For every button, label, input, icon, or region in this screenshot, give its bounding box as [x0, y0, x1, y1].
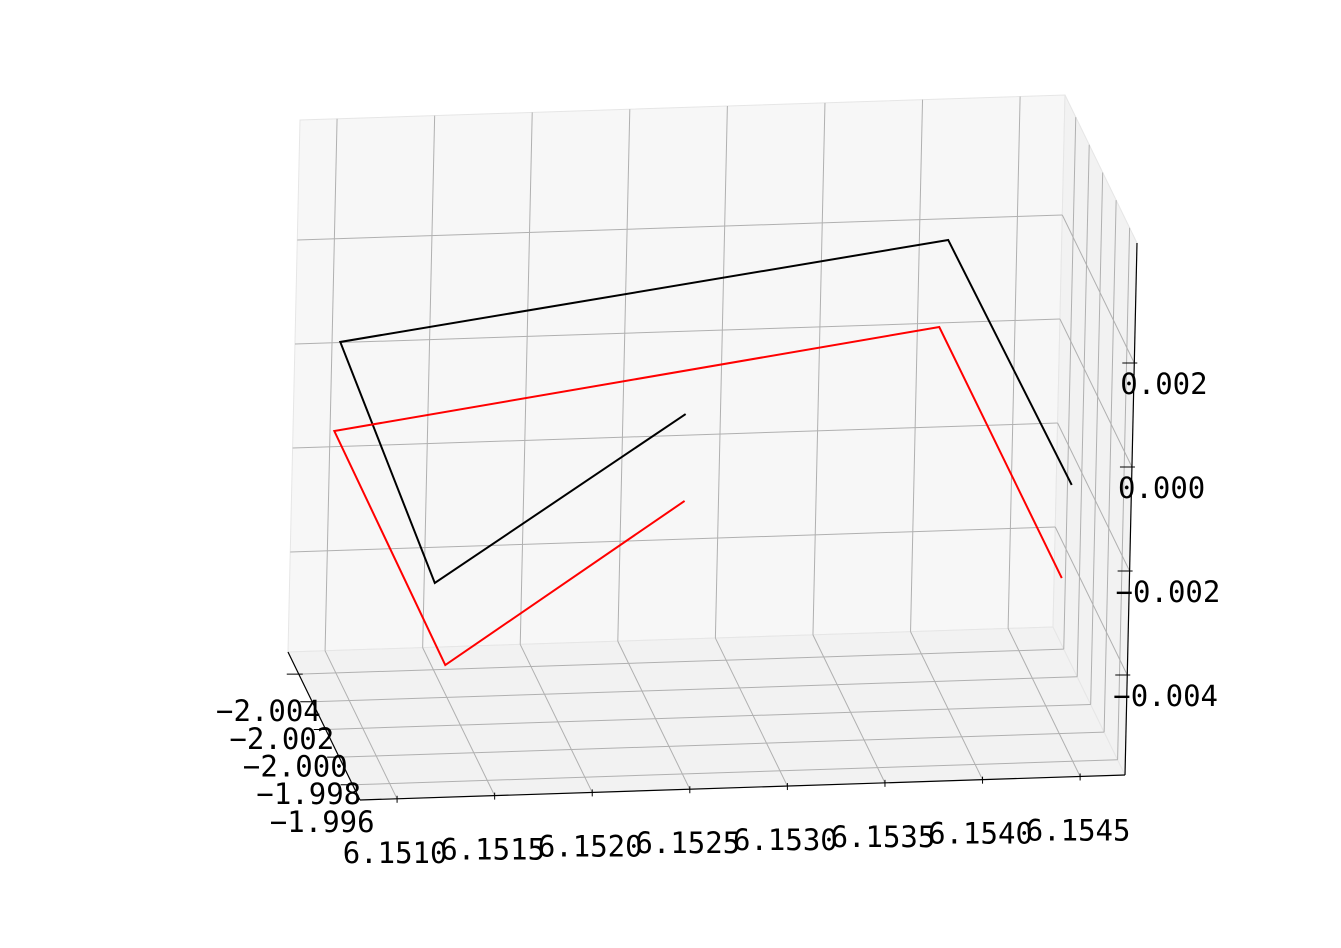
grid-line	[297, 214, 1063, 241]
grid-line	[422, 647, 496, 796]
y-tick-label: −1.996	[270, 805, 375, 839]
grid-line	[617, 641, 691, 790]
z-tick-label: 0.002	[1120, 367, 1207, 401]
grid-line	[1007, 96, 1021, 629]
z-tick-label: −0.002	[1116, 575, 1221, 609]
back-pane	[287, 94, 1066, 653]
z-tick-label: −0.004	[1113, 679, 1218, 713]
grid-line	[812, 102, 826, 635]
grid-line	[1057, 422, 1131, 572]
grid-line	[714, 106, 728, 639]
x-tick-label: 6.1525	[635, 826, 740, 860]
grid-line	[292, 422, 1058, 449]
grid-line	[1076, 144, 1090, 677]
floor-pane	[287, 626, 1126, 801]
grid-line	[1054, 526, 1128, 676]
grid-line	[714, 637, 788, 787]
grid-line	[617, 109, 631, 642]
y-tick-label: −2.004	[216, 694, 321, 728]
grid-line	[812, 634, 886, 784]
grid-line	[519, 644, 593, 793]
x-tick-label: 6.1520	[538, 829, 643, 863]
grid-line	[324, 118, 338, 651]
grid-line	[910, 631, 983, 780]
grid-line	[290, 526, 1056, 553]
x-tick-label: 6.1535	[831, 820, 936, 854]
grid-line	[294, 318, 1060, 345]
grid-line	[325, 703, 1091, 730]
grid-line	[312, 676, 1078, 703]
y-axis	[287, 651, 361, 801]
grid-line	[910, 99, 924, 632]
line	[332, 325, 1063, 667]
x-tick-label: 6.1530	[733, 823, 838, 857]
grid-line	[324, 650, 398, 800]
grid-line	[1063, 117, 1077, 650]
y-tick-label: −2.000	[243, 749, 348, 783]
grid-line	[1007, 628, 1081, 777]
z-tick-label: 0.000	[1118, 471, 1205, 505]
grid-line	[339, 731, 1105, 758]
grid-line	[1103, 200, 1117, 733]
grid-line	[1061, 214, 1135, 364]
y-tick-label: −1.998	[256, 777, 361, 811]
grid-line	[519, 112, 533, 645]
x-tick-label: 6.1515	[440, 833, 545, 867]
x-tick-label: 6.1545	[1026, 813, 1131, 847]
x-tick-label: 6.1510	[343, 836, 448, 870]
x-tick-label: 6.1540	[928, 817, 1033, 851]
grid-line	[1090, 172, 1104, 705]
grid-line	[1117, 227, 1131, 760]
line	[338, 238, 1073, 585]
grid-line	[352, 759, 1118, 786]
y-tick-label: −2.002	[229, 722, 334, 756]
z-axis	[1124, 242, 1138, 776]
x-axis	[359, 774, 1126, 801]
grid-line	[298, 648, 1064, 675]
grid-line	[1059, 318, 1133, 468]
